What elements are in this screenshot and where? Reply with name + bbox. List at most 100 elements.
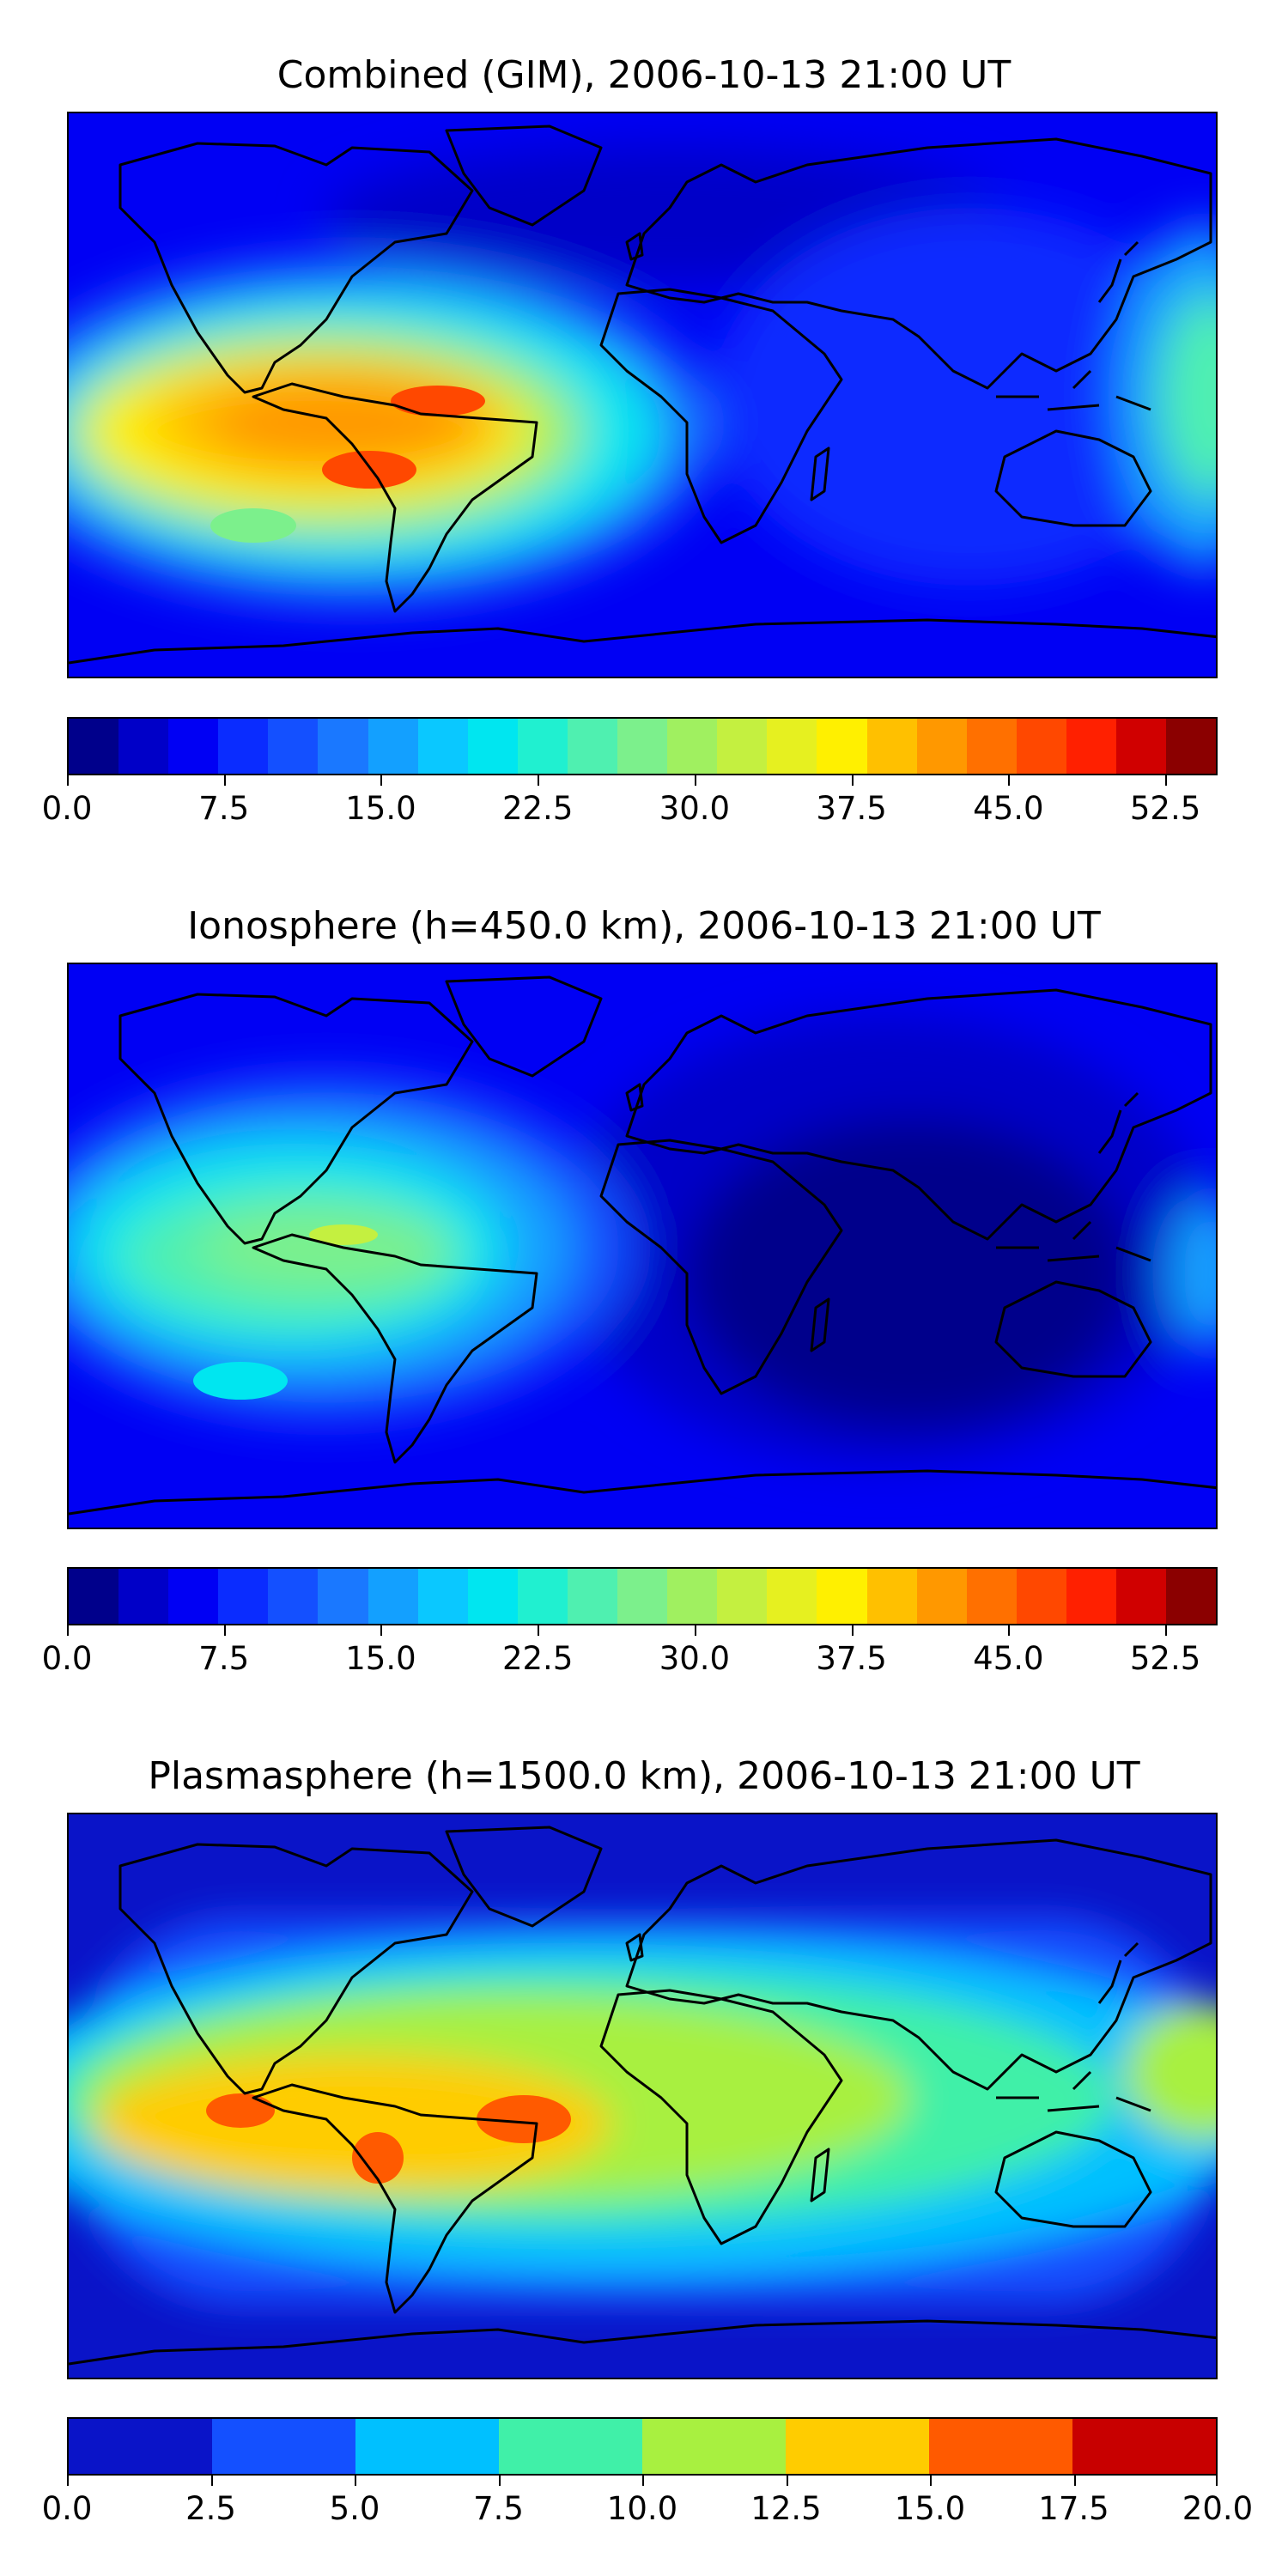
colorbar-segment <box>499 2419 642 2474</box>
colorbar-tick <box>930 2476 932 2486</box>
colorbar-tick <box>223 1625 226 1636</box>
colorbar-segment <box>268 719 319 774</box>
colorbar-tick-label: 7.5 <box>473 2490 524 2527</box>
colorbar-segment <box>417 719 468 774</box>
colorbar-tick <box>223 775 226 786</box>
colorbar-tick <box>642 2476 644 2486</box>
colorbar-segment <box>168 1569 219 1624</box>
colorbar-segment <box>817 1569 867 1624</box>
colorbar-tick <box>1008 775 1011 786</box>
colorbar-tick-label: 30.0 <box>659 1640 731 1677</box>
colorbar-segment <box>667 1569 718 1624</box>
colorbar-segment <box>866 719 917 774</box>
colorbar-tick-label: 2.5 <box>185 2490 236 2527</box>
colorbar-tick <box>1008 1625 1011 1636</box>
colorbar-segment <box>567 1569 618 1624</box>
colorbar-segment <box>1115 1569 1167 1624</box>
colorbar-tick-label: 0.0 <box>41 790 93 827</box>
colorbar-tick <box>1073 2476 1076 2486</box>
colorbar-tick <box>355 2476 356 2486</box>
colorbar-tick <box>694 775 696 786</box>
colorbar-tick-label: 52.5 <box>1129 1640 1201 1677</box>
colorbar-tick <box>851 775 854 786</box>
map-title: Ionosphere (h=450.0 km), 2006-10-13 21:0… <box>187 904 1101 948</box>
colorbar-segment <box>1115 719 1167 774</box>
colorbar-tick <box>694 1625 696 1636</box>
tec-map-ionosphere <box>67 963 1218 1529</box>
colorbar-tick <box>210 2476 213 2486</box>
colorbar-tick-label: 15.0 <box>345 1640 416 1677</box>
colorbar-tick-label: 7.5 <box>198 790 250 827</box>
colorbar-segment <box>355 2419 499 2474</box>
colorbar-segment <box>1066 1569 1116 1624</box>
colorbar-segment <box>786 2419 929 2474</box>
colorbar-segment <box>1066 719 1116 774</box>
colorbar-tick-label: 15.0 <box>894 2490 966 2527</box>
colorbar-tick-label: 17.5 <box>1038 2490 1109 2527</box>
colorbar-segment <box>767 719 817 774</box>
colorbar-segment <box>69 2419 212 2474</box>
colorbar-tick-label: 0.0 <box>41 2490 93 2527</box>
colorbar-segment <box>417 1569 468 1624</box>
colorbar-segment <box>318 1569 368 1624</box>
colorbar-tick <box>538 775 540 786</box>
colorbar-segment <box>517 719 568 774</box>
colorbar-tick <box>786 2476 788 2486</box>
colorbar-segment <box>866 1569 917 1624</box>
colorbar-ticks-plasmasphere: 0.0 2.5 5.0 7.5 10.0 12.5 15.0 17.5 20.0 <box>42 2476 1253 2527</box>
colorbar-combined <box>67 717 1218 775</box>
colorbar-segment <box>168 719 219 774</box>
colorbar-tick <box>851 1625 854 1636</box>
colorbar-segment <box>318 719 368 774</box>
colorbar-segment <box>1016 1569 1066 1624</box>
colorbar-segment <box>1166 1569 1217 1624</box>
colorbar-segment <box>118 719 169 774</box>
colorbar-segment <box>69 719 119 774</box>
colorbar-tick <box>380 775 383 786</box>
colorbar-segment <box>1166 719 1217 774</box>
colorbar-plasmasphere <box>67 2417 1218 2476</box>
colorbar-segment <box>642 2419 786 2474</box>
colorbar-tick-label: 22.5 <box>501 1640 574 1677</box>
colorbar-tick-label: 5.0 <box>329 2490 380 2527</box>
colorbar-segment <box>118 1569 169 1624</box>
colorbar-segment <box>218 1569 269 1624</box>
colorbar-tick-label: 10.0 <box>606 2490 678 2527</box>
colorbar-segment <box>966 1569 1017 1624</box>
colorbar-tick-label: 12.5 <box>750 2490 822 2527</box>
colorbar-segment <box>368 1569 418 1624</box>
colorbar-segment <box>617 1569 668 1624</box>
colorbar-segment <box>1072 2419 1216 2474</box>
colorbar-tick-label: 20.0 <box>1182 2490 1254 2527</box>
colorbar-tick <box>538 1625 540 1636</box>
colorbar-segment <box>567 719 618 774</box>
colorbar-tick-label: 7.5 <box>198 1640 250 1677</box>
colorbar-tick-label: 45.0 <box>973 790 1044 827</box>
colorbar-segment <box>717 719 768 774</box>
colorbar-tick <box>1165 1625 1168 1636</box>
colorbar-tick-label: 0.0 <box>41 1640 93 1677</box>
colorbar-ticks-ionosphere: 0.0 7.5 15.0 22.5 30.0 37.5 45.0 52.5 <box>42 1625 1218 1677</box>
colorbar-segment <box>1016 719 1066 774</box>
colorbar-segment <box>467 1569 518 1624</box>
colorbar-segment <box>817 719 867 774</box>
colorbar-segment <box>218 719 269 774</box>
colorbar-ticks-combined: 0.0 7.5 15.0 22.5 30.0 37.5 45.0 52.5 <box>42 775 1218 827</box>
colorbar-tick <box>1165 775 1168 786</box>
colorbar-tick <box>1216 2476 1218 2486</box>
colorbar-tick <box>498 2476 501 2486</box>
colorbar-tick-label: 22.5 <box>501 790 574 827</box>
colorbar-tick <box>67 2476 69 2486</box>
colorbar-tick-label: 45.0 <box>973 1640 1044 1677</box>
colorbar-tick <box>67 1625 69 1636</box>
colorbar-segment <box>916 719 967 774</box>
colorbar-tick-label: 52.5 <box>1129 790 1201 827</box>
colorbar-tick-label: 37.5 <box>816 790 887 827</box>
colorbar-tick <box>380 1625 383 1636</box>
colorbar-segment <box>212 2419 355 2474</box>
colorbar-segment <box>767 1569 817 1624</box>
colorbar-segment <box>916 1569 967 1624</box>
colorbar-ionosphere <box>67 1567 1218 1625</box>
colorbar-segment <box>368 719 418 774</box>
colorbar-segment <box>268 1569 319 1624</box>
